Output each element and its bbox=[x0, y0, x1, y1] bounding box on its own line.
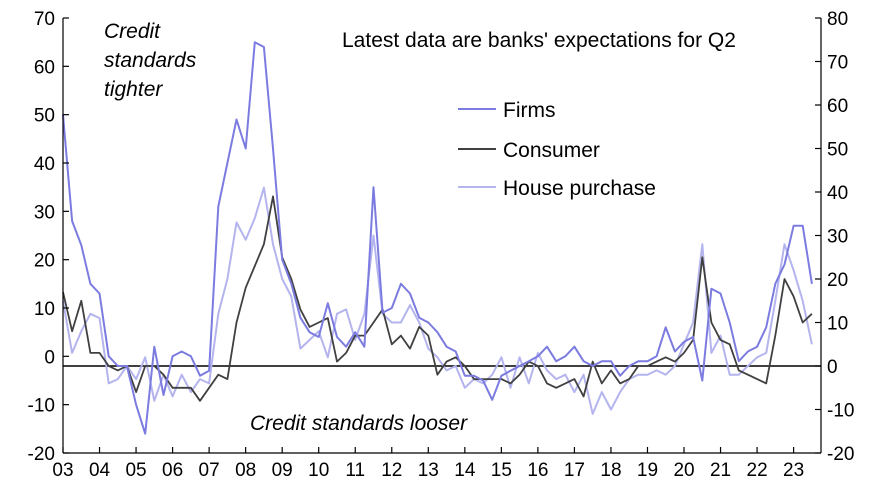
right-tick-label: 10 bbox=[827, 314, 848, 335]
x-tick-label: 21 bbox=[710, 460, 731, 481]
x-tick-label: 19 bbox=[637, 460, 658, 481]
annotation-tighter-line-1: Credit bbox=[104, 20, 161, 43]
x-tick-label: 15 bbox=[491, 460, 512, 481]
x-tick-label: 03 bbox=[52, 460, 73, 481]
left-tick-label: 40 bbox=[34, 154, 55, 175]
x-tick-label: 13 bbox=[418, 460, 439, 481]
annotation-looser: Credit standards looser bbox=[250, 412, 468, 435]
left-tick-label: 30 bbox=[34, 202, 55, 223]
x-tick-label: 10 bbox=[308, 460, 329, 481]
legend-label: Consumer bbox=[503, 139, 600, 162]
left-tick-label: 70 bbox=[34, 9, 55, 30]
legend-label: Firms bbox=[503, 99, 555, 122]
right-tick-label: -10 bbox=[827, 401, 854, 422]
x-tick-label: 09 bbox=[272, 460, 293, 481]
left-tick-label: 10 bbox=[34, 299, 55, 320]
series-line-firms bbox=[62, 41, 813, 435]
series-layer bbox=[62, 41, 813, 435]
x-tick-label: 14 bbox=[454, 460, 476, 481]
x-tick-label: 18 bbox=[600, 460, 621, 481]
annotation-latest: Latest data are banks' expectations for … bbox=[342, 29, 736, 52]
left-tick-label: 60 bbox=[34, 57, 55, 78]
annotation-tighter-line-3: tighter bbox=[104, 78, 163, 101]
right-tick-label: 30 bbox=[827, 227, 848, 248]
annotation-tighter: Credit standards tighter bbox=[104, 20, 202, 101]
x-tick-label: 20 bbox=[673, 460, 694, 481]
left-tick-label: 50 bbox=[34, 106, 55, 127]
x-tick-label: 06 bbox=[162, 460, 183, 481]
legend-label: House purchase bbox=[503, 177, 656, 200]
right-tick-label: 50 bbox=[827, 140, 848, 161]
legend: Firms Consumer House purchase bbox=[458, 99, 656, 200]
x-tick-label: 04 bbox=[89, 460, 111, 481]
x-tick-label: 16 bbox=[527, 460, 548, 481]
right-tick-label: 60 bbox=[827, 96, 848, 117]
x-tick-label: 08 bbox=[235, 460, 256, 481]
series-line-house-purchase bbox=[62, 186, 813, 415]
right-tick-label: 20 bbox=[827, 270, 848, 291]
left-tick-label: -10 bbox=[28, 396, 55, 417]
series-line-consumer bbox=[62, 195, 813, 402]
x-tick-label: 07 bbox=[199, 460, 220, 481]
x-tick-label: 17 bbox=[564, 460, 585, 481]
right-tick-label: 70 bbox=[827, 53, 848, 74]
x-tick-label: 22 bbox=[747, 460, 768, 481]
x-tick-label: 23 bbox=[783, 460, 804, 481]
x-tick-label: 11 bbox=[345, 460, 365, 481]
x-tick-label: 12 bbox=[381, 460, 402, 481]
annotation-tighter-line-2: standards bbox=[104, 49, 197, 72]
right-tick-label: -20 bbox=[827, 444, 854, 465]
left-tick-label: 0 bbox=[44, 347, 55, 368]
right-tick-label: 0 bbox=[827, 357, 838, 378]
axis-layer: -20 -10 0 10 20 30 40 50 60 70 -20 -10 0 10 20 30 40 50 60… bbox=[28, 9, 855, 481]
left-tick-label: 20 bbox=[34, 251, 55, 272]
right-tick-label: 80 bbox=[827, 9, 848, 30]
chart-annotations: Credit standards tighter Credit standard… bbox=[104, 20, 736, 435]
left-tick-label: -20 bbox=[28, 444, 55, 465]
right-tick-label: 40 bbox=[827, 183, 848, 204]
x-tick-label: 05 bbox=[125, 460, 146, 481]
